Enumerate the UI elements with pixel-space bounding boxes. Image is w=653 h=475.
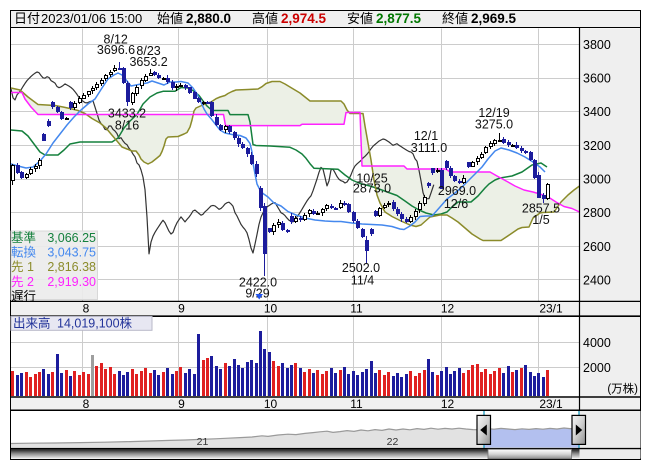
svg-text:8/12: 8/12 [104,33,128,47]
svg-text:2502.0: 2502.0 [342,261,380,275]
svg-text:(万株): (万株) [607,382,638,396]
svg-text:22: 22 [387,436,399,448]
svg-text:12/6: 12/6 [444,197,468,211]
svg-text:2,974.5: 2,974.5 [281,11,327,26]
svg-text:2023/01/06 15:00: 2023/01/06 15:00 [41,11,142,26]
svg-text:始値: 始値 [157,11,183,26]
svg-text:8/16: 8/16 [115,119,139,133]
svg-text:8: 8 [83,301,90,315]
svg-text:23/1: 23/1 [539,301,563,315]
svg-text:2,880.0: 2,880.0 [186,11,231,26]
svg-text:9: 9 [178,397,185,411]
svg-text:高値: 高値 [252,11,278,26]
svg-text:遅行: 遅行 [11,289,36,303]
svg-text:3111.0: 3111.0 [411,141,447,155]
svg-text:2857.5: 2857.5 [522,202,560,216]
svg-text:2873.0: 2873.0 [353,182,391,196]
svg-text:3,043.75: 3,043.75 [47,246,96,260]
svg-text:11: 11 [350,301,363,315]
svg-text:3200: 3200 [583,139,611,153]
svg-text:2969.0: 2969.0 [438,184,476,198]
svg-text:12/19: 12/19 [478,106,509,120]
svg-text:9/29: 9/29 [245,287,269,301]
svg-text:12: 12 [441,397,455,411]
svg-text:2,816.38: 2,816.38 [47,260,96,274]
svg-text:2422.0: 2422.0 [239,276,277,290]
svg-text:23/1: 23/1 [539,397,563,411]
svg-text:11: 11 [350,397,363,411]
svg-text:2,969.5: 2,969.5 [471,11,517,26]
svg-text:安値: 安値 [347,11,373,26]
svg-text:3600: 3600 [583,72,611,86]
svg-text:4000: 4000 [583,336,611,350]
svg-text:3275.0: 3275.0 [475,118,513,132]
svg-text:10: 10 [264,397,278,411]
svg-text:基準: 基準 [11,230,36,245]
svg-text:2,919.30: 2,919.30 [47,275,96,289]
svg-text:12/1: 12/1 [414,129,438,143]
svg-text:9: 9 [178,301,185,315]
svg-text:終値: 終値 [442,11,468,26]
svg-text:3653.2: 3653.2 [129,55,167,69]
svg-text:2000: 2000 [583,361,611,375]
svg-text:2,877.5: 2,877.5 [376,11,422,26]
svg-text:8: 8 [83,397,90,411]
svg-text:10: 10 [264,301,278,315]
svg-text:先 2: 先 2 [11,275,34,289]
svg-text:日付: 日付 [14,11,40,26]
svg-text:3800: 3800 [583,38,611,52]
svg-text:21: 21 [197,436,209,448]
svg-text:8/23: 8/23 [136,44,160,58]
svg-text:3400: 3400 [583,105,611,119]
svg-text:転換: 転換 [11,246,37,260]
svg-text:14,019,100株: 14,019,100株 [57,315,133,330]
svg-text:2800: 2800 [583,206,611,220]
svg-text:3433.2: 3433.2 [108,107,146,121]
svg-text:先 1: 先 1 [11,260,34,274]
svg-text:10/25: 10/25 [356,172,387,186]
svg-text:3,066.25: 3,066.25 [47,231,96,245]
svg-text:2400: 2400 [583,273,611,287]
svg-text:1/5: 1/5 [532,213,549,227]
svg-text:出来高: 出来高 [13,315,51,330]
svg-text:12: 12 [441,301,455,315]
svg-text:11/4: 11/4 [351,274,374,288]
svg-text:3696.6: 3696.6 [97,43,135,57]
svg-text:3000: 3000 [583,173,611,187]
svg-text:2600: 2600 [583,240,611,254]
